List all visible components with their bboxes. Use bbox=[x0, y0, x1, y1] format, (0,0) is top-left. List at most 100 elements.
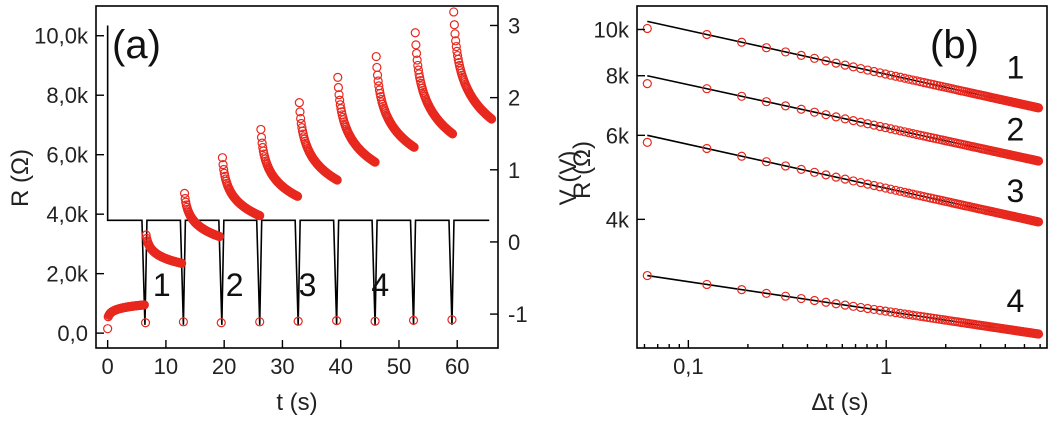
b-resistance-point bbox=[925, 313, 936, 323]
b-resistance-point bbox=[869, 120, 879, 130]
a-resistance-point bbox=[410, 28, 420, 38]
b-resistance-point bbox=[922, 192, 932, 202]
b-resistance-point bbox=[880, 306, 891, 316]
b-resistance-point bbox=[919, 77, 929, 88]
b-resistance-point bbox=[761, 288, 771, 298]
b-fit-line bbox=[647, 74, 1039, 162]
b-resistance-point bbox=[702, 29, 712, 40]
a-resistance-point bbox=[258, 142, 268, 153]
a-resistance-point bbox=[449, 20, 459, 30]
b-resistance-point bbox=[1033, 156, 1044, 166]
a-resistance-point bbox=[218, 160, 228, 170]
b-resistance-point bbox=[915, 311, 925, 321]
b-resistance-point bbox=[915, 191, 925, 201]
b-annotation: 1 bbox=[1007, 49, 1025, 85]
b-y-tick-label: 4k bbox=[606, 207, 630, 232]
a-resistance-point bbox=[295, 107, 305, 117]
a-resistance-point bbox=[297, 123, 307, 133]
b-resistance-point bbox=[919, 312, 929, 322]
b-resistance-point bbox=[863, 65, 873, 75]
b-resistance-point bbox=[809, 167, 820, 177]
b-resistance-point bbox=[886, 70, 896, 80]
panel-b-x-ticks: 0,1 1 bbox=[643, 340, 1041, 379]
a-resistance-point bbox=[292, 191, 303, 201]
a-resistance-point bbox=[336, 103, 346, 114]
a-resistance-point bbox=[452, 50, 463, 61]
a-resistance-point bbox=[373, 76, 383, 86]
a-y-tick-label: 2,0k bbox=[46, 262, 89, 287]
a-resistance-point bbox=[412, 55, 422, 65]
a-resistance-point bbox=[453, 54, 463, 64]
a-resistance-point bbox=[450, 29, 460, 39]
b-resistance-point bbox=[702, 84, 712, 94]
a-resistance-point bbox=[177, 258, 187, 268]
a-y2-tick-label: 1 bbox=[508, 158, 520, 183]
a-y2-tick-label: 3 bbox=[508, 13, 520, 38]
b-resistance-point bbox=[737, 91, 747, 101]
b-resistance-point bbox=[702, 279, 712, 290]
a-pulse-point bbox=[370, 316, 380, 326]
b-resistance-point bbox=[737, 151, 747, 161]
b-resistance-point bbox=[780, 291, 791, 301]
b-resistance-point bbox=[809, 107, 820, 117]
b-resistance-point bbox=[922, 78, 932, 88]
a-resistance-point bbox=[296, 113, 306, 124]
b-resistance-point bbox=[891, 185, 901, 195]
a-x-tick-label: 60 bbox=[445, 354, 469, 379]
b-resistance-point bbox=[886, 124, 896, 134]
b-resistance-point bbox=[931, 314, 942, 324]
b-resistance-point bbox=[761, 157, 771, 167]
b-resistance-point bbox=[919, 191, 929, 202]
b-resistance-point bbox=[1033, 329, 1044, 339]
b-resistance-point bbox=[875, 305, 885, 315]
b-resistance-point bbox=[856, 117, 866, 127]
b-resistance-point bbox=[642, 270, 652, 281]
a-pulse-point bbox=[103, 324, 113, 334]
panel-a-y-left-label: R (Ω) bbox=[7, 149, 34, 207]
panel-a-voltage-trace bbox=[106, 25, 490, 325]
a-resistance-point bbox=[413, 60, 423, 71]
b-fit-line bbox=[647, 134, 1039, 223]
b-resistance-point bbox=[809, 295, 820, 306]
b-resistance-point bbox=[880, 183, 891, 193]
a-annotation: 3 bbox=[299, 267, 317, 303]
a-resistance-point bbox=[180, 193, 190, 204]
panel-b-fit-lines bbox=[647, 20, 1039, 335]
a-y-tick-label: 4,0k bbox=[46, 202, 89, 227]
b-resistance-point bbox=[928, 313, 939, 323]
b-resistance-point bbox=[880, 123, 891, 133]
a-y-tick-label: 0,0 bbox=[57, 321, 88, 346]
b-resistance-point bbox=[821, 56, 831, 66]
a-pulse-point bbox=[332, 316, 342, 326]
panel-a-frame bbox=[95, 5, 499, 349]
b-x-tick-label: 1 bbox=[880, 354, 892, 379]
b-resistance-point bbox=[642, 23, 652, 34]
a-y-tick-label: 8,0k bbox=[46, 83, 89, 108]
a-pulse-point bbox=[140, 318, 151, 328]
a-annotation: 1 bbox=[153, 267, 171, 303]
b-resistance-point bbox=[922, 312, 932, 322]
b-resistance-point bbox=[737, 37, 747, 47]
b-resistance-point bbox=[642, 79, 652, 89]
a-resistance-point bbox=[256, 132, 267, 143]
b-resistance-point bbox=[875, 121, 885, 132]
b-resistance-point bbox=[831, 299, 841, 309]
panel-b-y-ticks: 4k 6k 8k 10k bbox=[594, 17, 645, 232]
a-resistance-point bbox=[374, 85, 385, 95]
b-x-tick-label: 0,1 bbox=[673, 354, 704, 379]
a-resistance-point bbox=[256, 124, 266, 135]
a-resistance-point bbox=[370, 157, 380, 167]
b-resistance-point bbox=[737, 285, 747, 295]
panel-a-y-left-ticks: 0,0 2,0k 4,0k 6,0k 8,0k 10,0k bbox=[34, 24, 104, 346]
a-pulse-point bbox=[255, 317, 265, 327]
a-y2-tick-label: 2 bbox=[508, 86, 520, 111]
a-resistance-point bbox=[219, 164, 229, 175]
a-pulse-point bbox=[216, 318, 226, 328]
b-resistance-point bbox=[891, 308, 901, 318]
a-pulse-point bbox=[408, 315, 419, 325]
b-annotation: 2 bbox=[1007, 112, 1025, 148]
b-resistance-point bbox=[780, 47, 791, 57]
b-resistance-point bbox=[875, 182, 885, 192]
panel-a-y-right-label: V (V) bbox=[555, 151, 582, 206]
